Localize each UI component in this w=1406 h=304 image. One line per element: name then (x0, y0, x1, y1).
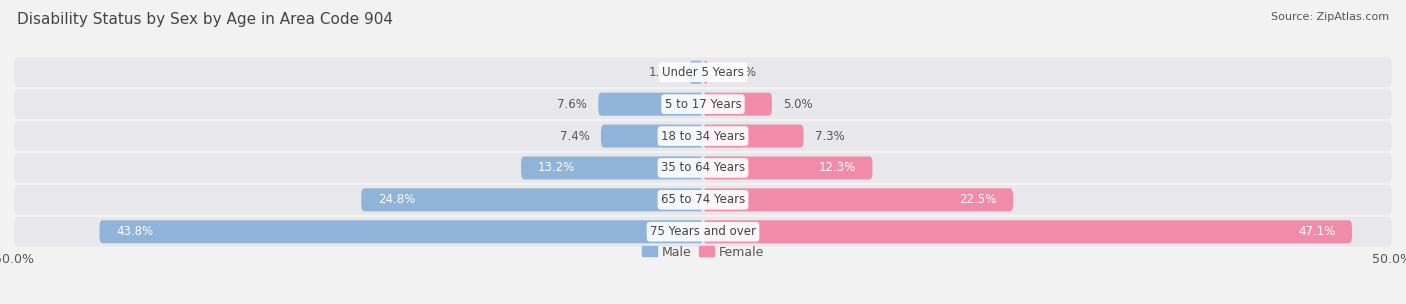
FancyBboxPatch shape (599, 93, 703, 116)
Text: Under 5 Years: Under 5 Years (662, 66, 744, 79)
FancyBboxPatch shape (14, 121, 1392, 151)
Text: 7.3%: 7.3% (814, 130, 845, 143)
FancyBboxPatch shape (689, 61, 703, 84)
FancyBboxPatch shape (14, 89, 1392, 119)
Legend: Male, Female: Male, Female (641, 246, 765, 259)
Text: 24.8%: 24.8% (378, 193, 415, 206)
Text: 7.4%: 7.4% (560, 130, 591, 143)
Text: Disability Status by Sex by Age in Area Code 904: Disability Status by Sex by Age in Area … (17, 12, 392, 27)
FancyBboxPatch shape (703, 61, 709, 84)
FancyBboxPatch shape (703, 220, 1353, 243)
FancyBboxPatch shape (100, 220, 703, 243)
Text: 65 to 74 Years: 65 to 74 Years (661, 193, 745, 206)
Text: 47.1%: 47.1% (1298, 225, 1336, 238)
FancyBboxPatch shape (361, 188, 703, 211)
Text: 18 to 34 Years: 18 to 34 Years (661, 130, 745, 143)
FancyBboxPatch shape (14, 217, 1392, 247)
Text: Source: ZipAtlas.com: Source: ZipAtlas.com (1271, 12, 1389, 22)
Text: 1.0%: 1.0% (648, 66, 678, 79)
Text: 0.39%: 0.39% (720, 66, 756, 79)
FancyBboxPatch shape (703, 188, 1012, 211)
FancyBboxPatch shape (600, 125, 703, 147)
Text: 5 to 17 Years: 5 to 17 Years (665, 98, 741, 111)
FancyBboxPatch shape (703, 93, 772, 116)
Text: 13.2%: 13.2% (537, 161, 575, 174)
FancyBboxPatch shape (703, 125, 804, 147)
Text: 43.8%: 43.8% (117, 225, 153, 238)
Text: 75 Years and over: 75 Years and over (650, 225, 756, 238)
FancyBboxPatch shape (14, 153, 1392, 183)
FancyBboxPatch shape (14, 185, 1392, 215)
FancyBboxPatch shape (14, 57, 1392, 87)
Text: 12.3%: 12.3% (818, 161, 856, 174)
Text: 22.5%: 22.5% (959, 193, 997, 206)
Text: 5.0%: 5.0% (783, 98, 813, 111)
FancyBboxPatch shape (522, 157, 703, 179)
FancyBboxPatch shape (703, 157, 873, 179)
Text: 35 to 64 Years: 35 to 64 Years (661, 161, 745, 174)
Text: 7.6%: 7.6% (557, 98, 588, 111)
